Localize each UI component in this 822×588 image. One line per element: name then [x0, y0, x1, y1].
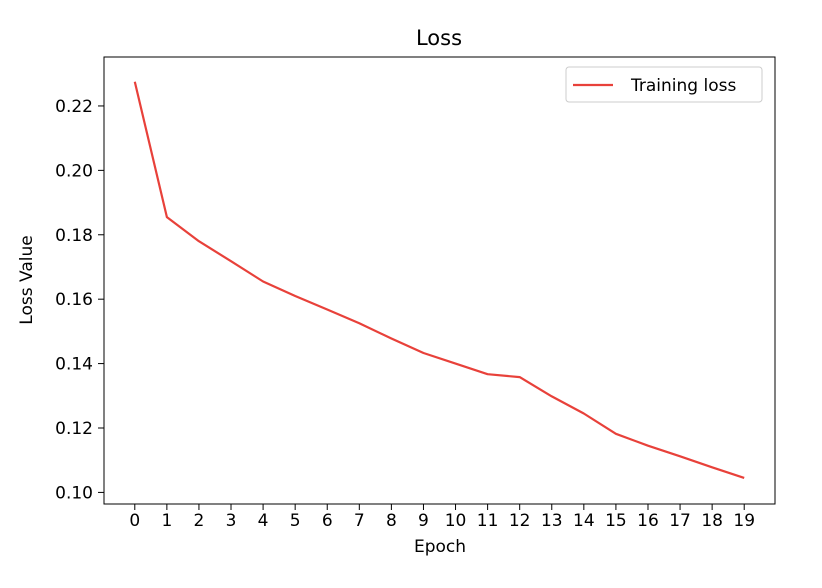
- y-tick-label-0.12: 0.12: [55, 419, 93, 439]
- y-tick-label-0.14: 0.14: [55, 355, 93, 375]
- x-tick-label-8: 8: [386, 511, 397, 531]
- x-tick-label-4: 4: [258, 511, 269, 531]
- y-tick-label-0.10: 0.10: [55, 483, 93, 503]
- x-tick-label-7: 7: [354, 511, 365, 531]
- x-tick-label-2: 2: [194, 511, 205, 531]
- x-tick-label-17: 17: [669, 511, 691, 531]
- x-tick-label-6: 6: [322, 511, 333, 531]
- x-tick-label-16: 16: [637, 511, 659, 531]
- x-tick-label-3: 3: [226, 511, 237, 531]
- x-tick-label-11: 11: [477, 511, 499, 531]
- y-tick-label-0.16: 0.16: [55, 290, 93, 310]
- y-tick-label-0.22: 0.22: [55, 97, 93, 117]
- x-tick-label-0: 0: [129, 511, 140, 531]
- x-axis-ticks: 0 1 2 3 4 5 6 7 8 9 10 11 12 13 14 15 16 17 18 19: [129, 504, 755, 531]
- legend-label-training-loss: Training loss: [630, 76, 736, 96]
- x-tick-label-1: 1: [161, 511, 172, 531]
- plot-area-frame: [103, 56, 776, 505]
- x-tick-label-10: 10: [445, 511, 467, 531]
- x-tick-label-15: 15: [605, 511, 627, 531]
- y-axis-ticks: 0.10 0.12 0.14 0.16 0.18 0.20 0.22: [55, 97, 104, 503]
- x-tick-label-12: 12: [509, 511, 531, 531]
- x-tick-label-13: 13: [541, 511, 563, 531]
- y-axis-label: Loss Value: [17, 235, 37, 324]
- legend-box: [565, 66, 763, 103]
- x-axis-label: Epoch: [414, 537, 466, 557]
- training-loss-points: [134, 81, 745, 478]
- x-tick-label-5: 5: [290, 511, 301, 531]
- y-tick-label-0.20: 0.20: [55, 161, 93, 181]
- training-loss-line: [133, 81, 745, 479]
- legend: Training loss: [565, 66, 763, 103]
- x-tick-label-14: 14: [573, 511, 595, 531]
- x-tick-label-9: 9: [418, 511, 429, 531]
- chart-title: Loss: [416, 26, 462, 50]
- x-tick-label-18: 18: [701, 511, 723, 531]
- x-tick-label-19: 19: [733, 511, 755, 531]
- y-tick-label-0.18: 0.18: [55, 226, 93, 246]
